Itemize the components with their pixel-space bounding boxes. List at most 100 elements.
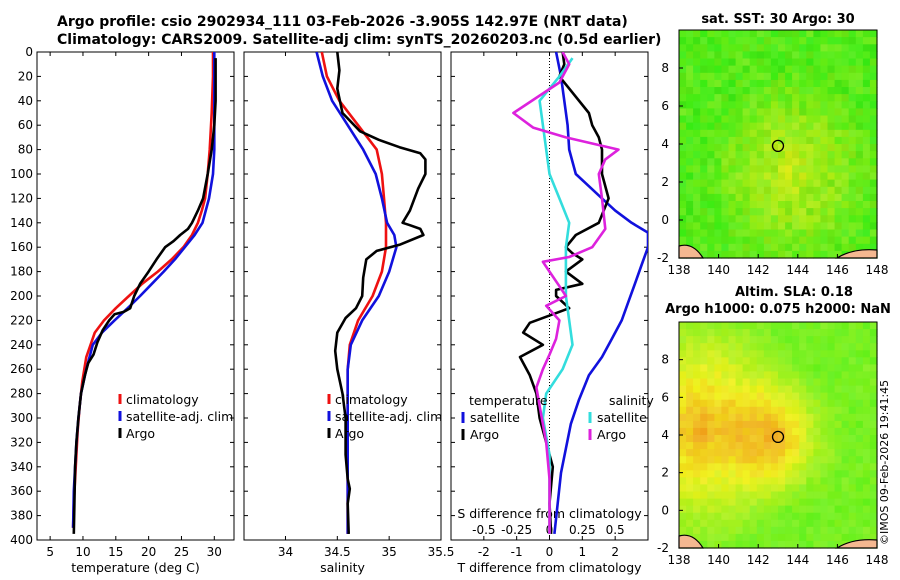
heatmap-cell: [820, 37, 829, 45]
heatmap-cell: [820, 435, 829, 443]
heatmap-cell: [841, 498, 850, 507]
heatmap-cell: [778, 456, 786, 464]
heatmap-cell: [770, 449, 779, 457]
heatmap-cell: [679, 470, 687, 478]
heatmap-cell: [693, 122, 701, 131]
heatmap-cell: [763, 186, 772, 195]
heatmap-cell: [714, 357, 723, 365]
heatmap-cell: [806, 435, 814, 443]
heatmap-cell: [679, 505, 687, 514]
heatmap-cell: [869, 343, 878, 351]
heatmap-cell: [834, 158, 843, 166]
heatmap-cell: [679, 151, 687, 159]
heatmap-cell: [792, 399, 800, 408]
heatmap-cell: [679, 357, 687, 365]
heatmap-cell: [728, 392, 737, 401]
heatmap-cell: [862, 37, 871, 45]
heatmap-cell: [700, 336, 708, 344]
heatmap-cell: [749, 186, 758, 195]
heatmap-cell: [848, 44, 857, 52]
heatmap-cell: [735, 456, 744, 464]
heatmap-cell: [841, 378, 850, 387]
heatmap-cell: [806, 371, 814, 380]
heatmap-cell: [869, 122, 878, 131]
heatmap-cell: [728, 193, 737, 202]
heatmap-cell: [855, 51, 864, 60]
heatmap-cell: [700, 158, 708, 166]
heatmap-cell: [749, 115, 758, 124]
heatmap-cell: [785, 44, 793, 52]
heatmap-cell: [785, 505, 793, 514]
heatmap-cell: [848, 357, 857, 365]
heatmap-cell: [686, 435, 694, 443]
heatmap-cell: [785, 165, 793, 174]
heatmap-cell: [841, 236, 850, 245]
heatmap-cell: [869, 413, 878, 422]
heatmap-cell: [770, 37, 779, 45]
heatmap-cell: [813, 491, 822, 500]
heatmap-cell: [841, 350, 850, 358]
heatmap-cell: [714, 165, 723, 174]
heatmap-cell: [862, 435, 871, 443]
heatmap-cell: [756, 322, 765, 330]
heatmap-cell: [813, 79, 822, 88]
heatmap-cell: [827, 392, 836, 401]
heatmap-cell: [862, 385, 871, 394]
heatmap-cell: [749, 87, 758, 95]
heatmap-cell: [834, 144, 843, 152]
heatmap-cell: [721, 427, 730, 436]
heatmap-cell: [841, 477, 850, 486]
heatmap-cell: [686, 51, 694, 60]
heatmap-cell: [862, 94, 871, 102]
y-tick-label: 340: [10, 460, 33, 474]
heatmap-cell: [799, 186, 807, 195]
heatmap-cell: [763, 115, 772, 124]
heatmap-cell: [848, 463, 857, 471]
heatmap-cell: [756, 470, 765, 478]
heatmap-cell: [679, 179, 687, 188]
heatmap-cell: [820, 364, 829, 373]
heatmap-cell: [749, 519, 758, 528]
temperature-x-tick-label: 30: [207, 545, 222, 559]
heatmap-cell: [778, 151, 786, 159]
heatmap-cell: [749, 30, 758, 38]
heatmap-cell: [799, 208, 807, 216]
heatmap-cell: [693, 329, 701, 337]
heatmap-cell: [869, 94, 878, 102]
heatmap-cell: [770, 94, 779, 102]
heatmap-cell: [869, 115, 878, 124]
heatmap-cell: [848, 519, 857, 528]
heatmap-cell: [721, 158, 730, 166]
sla-map-lon-tick-label: 146: [826, 553, 849, 567]
heatmap-cell: [714, 420, 723, 429]
heatmap-cell: [820, 477, 829, 486]
salinity-legend-label: Argo: [335, 426, 364, 441]
heatmap-cell: [742, 491, 751, 500]
heatmap-cell: [686, 115, 694, 124]
heatmap-cell: [834, 350, 843, 358]
heatmap-cell: [770, 484, 779, 493]
heatmap-cell: [869, 533, 878, 542]
heatmap-cell: [707, 129, 715, 138]
heatmap-cell: [785, 30, 793, 38]
heatmap-cell: [792, 144, 800, 152]
heatmap-cell: [813, 357, 822, 365]
heatmap-cell: [785, 250, 793, 259]
heatmap-cell: [855, 243, 864, 252]
sla-map-lat-tick-label: 8: [661, 353, 669, 367]
heatmap-cell: [749, 350, 758, 358]
heatmap-cell: [834, 336, 843, 344]
heatmap-cell: [855, 329, 864, 337]
heatmap-cell: [834, 129, 843, 138]
heatmap-cell: [679, 101, 687, 109]
heatmap-cell: [735, 540, 744, 549]
heatmap-cell: [827, 371, 836, 380]
heatmap-cell: [806, 322, 814, 330]
heatmap-cell: [763, 215, 772, 223]
heatmap-cell: [806, 442, 814, 450]
heatmap-cell: [869, 129, 878, 138]
heatmap-cell: [721, 179, 730, 188]
heatmap-cell: [834, 222, 843, 231]
heatmap-cell: [848, 336, 857, 344]
heatmap-cell: [806, 378, 814, 387]
